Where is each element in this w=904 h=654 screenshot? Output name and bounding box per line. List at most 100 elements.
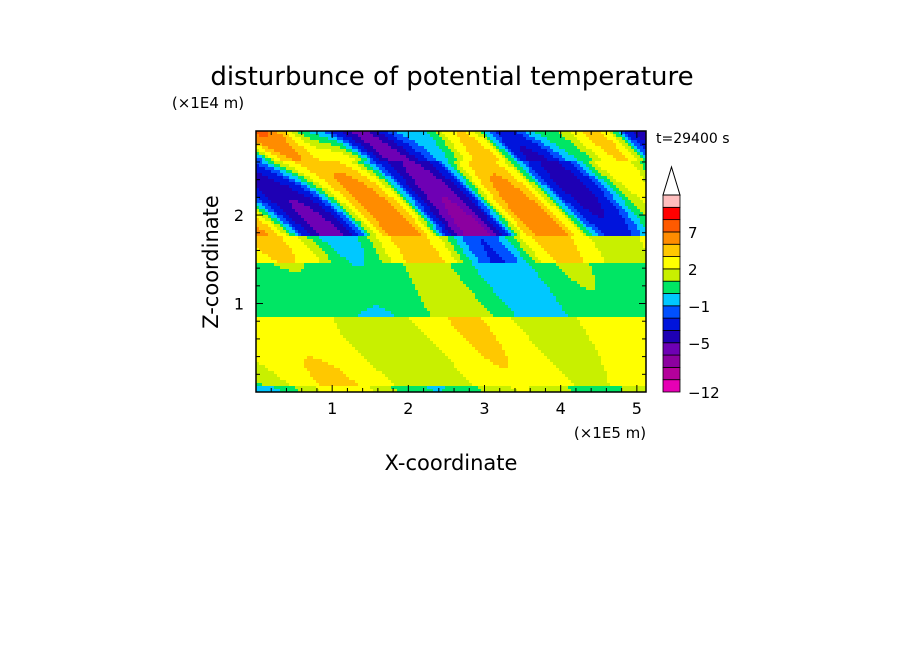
field-cell <box>568 173 572 177</box>
field-cell <box>265 212 269 216</box>
field-cell <box>415 185 419 189</box>
field-cell <box>331 146 335 150</box>
field-cell <box>352 185 356 189</box>
field-cell <box>313 242 317 246</box>
field-cell <box>571 239 575 243</box>
field-cell <box>325 176 329 180</box>
field-cell <box>490 170 494 174</box>
field-cell <box>547 209 551 213</box>
field-cell <box>523 155 527 159</box>
field-cell <box>289 230 293 234</box>
field-cell <box>343 182 347 186</box>
field-cell <box>370 194 374 198</box>
field-cell <box>415 197 419 201</box>
field-cell <box>454 227 458 231</box>
field-cell <box>334 233 338 237</box>
field-cell <box>277 164 281 168</box>
field-cell <box>331 200 335 204</box>
field-cell <box>265 155 269 159</box>
field-cell <box>319 173 323 177</box>
field-cell <box>439 200 443 204</box>
field-cell <box>475 206 479 210</box>
field-cell <box>589 236 593 240</box>
field-cell <box>298 173 302 177</box>
field-cell <box>571 179 575 183</box>
field-cell <box>439 182 443 186</box>
field-cell <box>268 236 272 240</box>
field-cell <box>586 134 590 138</box>
field-cell <box>400 245 404 249</box>
field-cell <box>643 200 647 204</box>
field-cell <box>517 143 521 147</box>
field-cell <box>574 143 578 147</box>
field-cell <box>625 146 629 150</box>
field-cell <box>538 173 542 177</box>
field-cell <box>613 215 617 219</box>
field-cell <box>385 209 389 213</box>
field-cell <box>466 173 470 177</box>
field-cell <box>484 137 488 141</box>
field-cell <box>421 164 425 168</box>
field-cell <box>457 149 461 153</box>
field-cell <box>454 185 458 189</box>
field-cell <box>412 131 416 135</box>
field-cell <box>469 197 473 201</box>
field-cell <box>424 224 428 228</box>
field-cell <box>259 242 263 246</box>
field-cell <box>607 200 611 204</box>
field-cell <box>400 149 404 153</box>
field-cell <box>520 131 524 135</box>
field-cell <box>283 218 287 222</box>
field-cell <box>499 134 503 138</box>
field-cell <box>574 227 578 231</box>
field-cell <box>595 155 599 159</box>
field-cell <box>349 233 353 237</box>
field-cell <box>394 188 398 192</box>
field-cell <box>628 134 632 138</box>
field-cell <box>523 176 527 180</box>
field-cell <box>346 212 350 216</box>
field-cell <box>571 221 575 225</box>
field-cell <box>640 179 644 183</box>
field-cell <box>550 182 554 186</box>
field-cell <box>346 185 350 189</box>
field-cell <box>289 200 293 204</box>
field-cell <box>286 155 290 159</box>
field-cell <box>349 164 353 168</box>
field-cell <box>589 185 593 189</box>
field-cell <box>520 164 524 168</box>
field-cell <box>415 233 419 237</box>
field-cell <box>559 215 563 219</box>
field-cell <box>400 134 404 138</box>
field-cell <box>484 239 488 243</box>
field-cell <box>358 200 362 204</box>
field-cell <box>529 182 533 186</box>
field-cell <box>544 200 548 204</box>
field-cell <box>379 179 383 183</box>
field-cell <box>595 209 599 213</box>
field-cell <box>304 131 308 135</box>
field-cell <box>628 182 632 186</box>
field-cell <box>490 173 494 177</box>
field-cell <box>499 185 503 189</box>
field-cell <box>448 221 452 225</box>
field-cell <box>520 218 524 222</box>
field-cell <box>289 143 293 147</box>
field-cell <box>277 191 281 195</box>
field-cell <box>583 131 587 135</box>
field-cell <box>568 188 572 192</box>
field-cell <box>304 167 308 171</box>
field-cell <box>523 146 527 150</box>
field-cell <box>301 161 305 165</box>
field-cell <box>337 158 341 162</box>
field-cell <box>295 167 299 171</box>
field-cell <box>592 188 596 192</box>
field-cell <box>331 161 335 165</box>
field-cell <box>304 161 308 165</box>
field-cell <box>352 215 356 219</box>
field-cell <box>343 200 347 204</box>
field-cell <box>631 170 635 174</box>
field-cell <box>505 197 509 201</box>
field-cell <box>373 245 377 249</box>
field-cell <box>433 239 437 243</box>
